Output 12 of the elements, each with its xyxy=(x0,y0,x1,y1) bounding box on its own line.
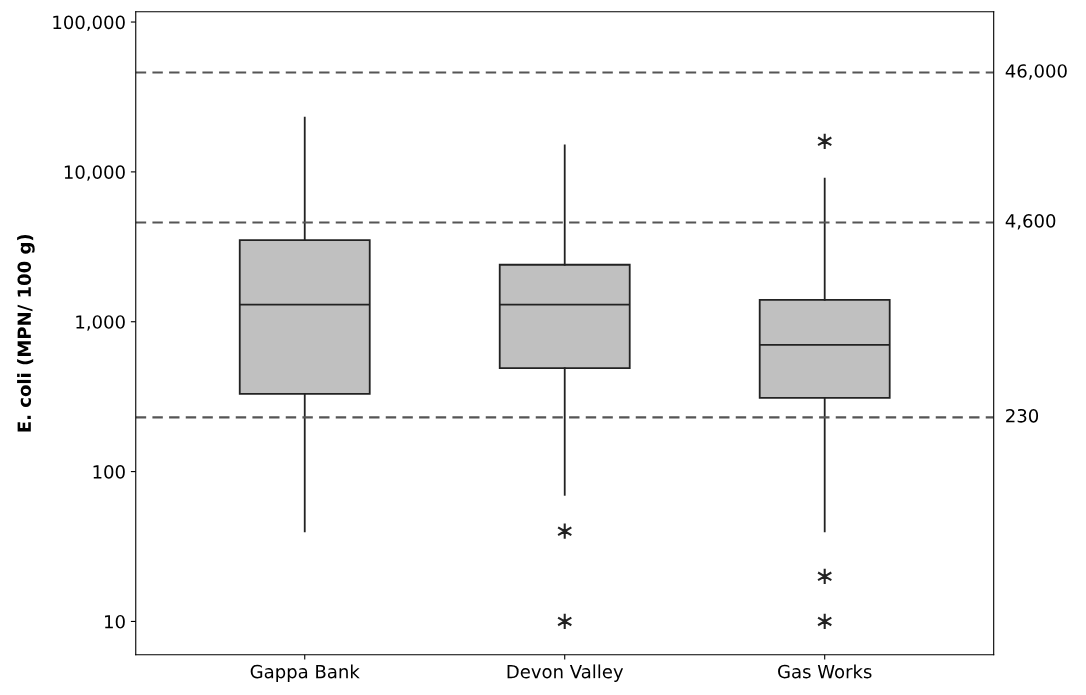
ref-line-label: 230 xyxy=(1006,408,1039,423)
y-tick-label: 100,000 xyxy=(53,15,125,31)
x-tick-label: Devon Valley xyxy=(507,664,624,682)
y-tick-label: 10 xyxy=(105,614,125,629)
x-tick-label: Gas Works xyxy=(778,664,872,679)
y-tick-label: 1,000 xyxy=(76,315,125,331)
x-tick-label: Gappa Bank xyxy=(250,664,360,682)
ref-line-label: 4,600 xyxy=(1005,214,1056,230)
y-tick-label: 10,000 xyxy=(64,165,125,181)
y-tick-label: 100 xyxy=(93,465,125,479)
ref-line-label: 46,000 xyxy=(1005,64,1067,80)
y-axis-title: E. coli (MPN/ 100 g) xyxy=(17,234,35,432)
